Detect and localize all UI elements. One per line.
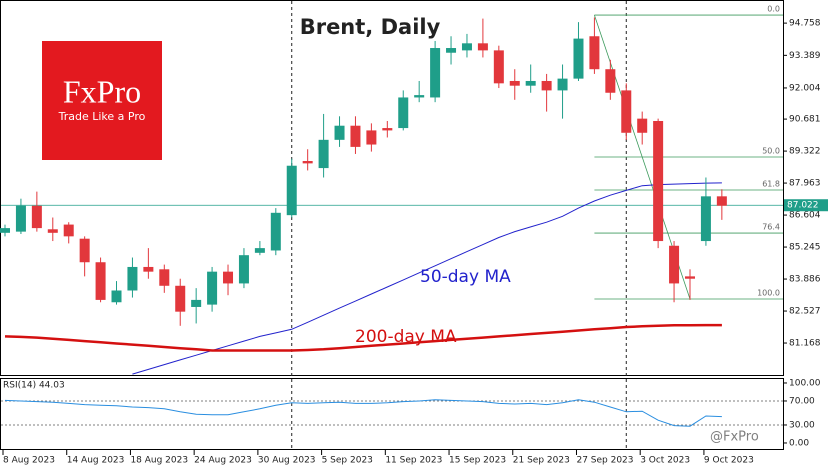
rsi-tick-label: 0.00 — [789, 438, 809, 448]
candle-body — [461, 43, 472, 51]
candle-body — [143, 266, 154, 272]
candle-body — [191, 299, 202, 307]
candle-body — [716, 196, 727, 206]
candle-body — [79, 238, 90, 263]
main-frame — [0, 0, 784, 376]
x-tick-label: 15 Sep 2023 — [449, 456, 506, 466]
y-tick-label: 85.245 — [789, 243, 821, 253]
candle-body — [0, 228, 10, 233]
candle-body — [238, 255, 249, 284]
candle-body — [334, 125, 345, 140]
candle-body — [525, 80, 536, 86]
candle-body — [254, 248, 265, 253]
x-tick-label: 3 Oct 2023 — [640, 456, 690, 466]
logo-tagline: Trade Like a Pro — [58, 110, 146, 123]
rsi-frame — [0, 378, 784, 450]
candle-body — [175, 285, 186, 312]
fib-label: 61.8 — [762, 179, 780, 188]
candle-body — [302, 161, 313, 164]
ma-label: 50-day MA — [420, 267, 511, 287]
candle-body — [446, 48, 457, 53]
y-tick-label: 81.168 — [789, 339, 821, 349]
moving-average — [4, 323, 722, 352]
current-price-label: 87.022 — [787, 201, 819, 211]
watermark: @FxPro — [710, 430, 759, 445]
x-tick-label: 11 Sep 2023 — [385, 456, 442, 466]
candle-body — [605, 69, 616, 93]
fib-label: 0.0 — [767, 5, 780, 14]
y-tick-label: 87.963 — [789, 179, 821, 189]
candle-body — [207, 271, 218, 305]
x-tick-label: 21 Sep 2023 — [513, 456, 570, 466]
candle-body — [270, 212, 281, 251]
candle-body — [653, 120, 664, 242]
current-price-box — [784, 199, 828, 212]
y-tick-label: 93.389 — [789, 51, 821, 61]
candle-body — [573, 38, 584, 79]
candle-body — [493, 50, 504, 84]
x-tick-label: 27 Sep 2023 — [576, 456, 633, 466]
y-tick-label: 82.527 — [789, 307, 821, 317]
x-tick-label: 5 Sep 2023 — [322, 456, 373, 466]
candle-body — [430, 48, 441, 98]
rsi-tick-label: 30.00 — [789, 420, 815, 430]
candle-body — [127, 266, 138, 291]
candle-body — [700, 196, 711, 242]
candle-body — [159, 269, 170, 286]
candle-body — [477, 43, 488, 51]
rsi-tick-label: 100.00 — [789, 378, 821, 388]
x-tick-label: 9 Oct 2023 — [704, 456, 754, 466]
y-tick-label: 92.004 — [789, 83, 821, 93]
candle-body — [414, 95, 425, 98]
fib-label: 50.0 — [762, 147, 780, 156]
x-tick-label: 14 Aug 2023 — [67, 456, 125, 466]
x-tick-label: 30 Aug 2023 — [258, 456, 316, 466]
candle-body — [350, 125, 361, 147]
x-tick-label: 24 Aug 2023 — [194, 456, 252, 466]
chart-title: Brent, Daily — [300, 15, 441, 39]
y-tick-label: 89.322 — [789, 147, 821, 157]
candle-body — [111, 290, 122, 303]
candle-body — [15, 205, 26, 232]
candle-body — [31, 205, 42, 229]
candle-body — [557, 78, 568, 91]
candle-body — [684, 276, 695, 279]
x-tick-label: 8 Aug 2023 — [3, 456, 55, 466]
candle-body — [541, 80, 552, 91]
fib-label: 100.0 — [757, 288, 780, 297]
candle-body — [95, 262, 106, 300]
moving-average — [132, 182, 722, 375]
rsi-line — [4, 399, 722, 427]
y-tick-label: 94.758 — [789, 19, 821, 29]
rsi-title: RSI(14) 44.03 — [3, 381, 65, 391]
candle-body — [63, 224, 74, 237]
candle-body — [398, 97, 409, 129]
ma-label: 200-day MA — [355, 327, 457, 347]
x-tick-label: 18 Aug 2023 — [130, 456, 188, 466]
fib-label: 76.4 — [762, 223, 780, 232]
candle-body — [223, 271, 234, 284]
y-tick-label: 83.886 — [789, 275, 821, 285]
y-tick-label: 90.681 — [789, 115, 821, 125]
candle-body — [509, 80, 520, 86]
candle-body — [366, 130, 377, 145]
candle-body — [669, 245, 680, 284]
candle-body — [318, 139, 329, 169]
candle-body — [382, 128, 393, 131]
candle-body — [286, 165, 297, 216]
candle-body — [47, 229, 58, 233]
candle-body — [589, 36, 600, 70]
logo-box — [42, 41, 162, 160]
y-tick-label: 86.604 — [789, 211, 821, 221]
candle-body — [637, 118, 648, 133]
candle-body — [621, 90, 632, 133]
rsi-tick-label: 70.00 — [789, 396, 815, 406]
logo-brand: FxPro — [63, 73, 141, 109]
